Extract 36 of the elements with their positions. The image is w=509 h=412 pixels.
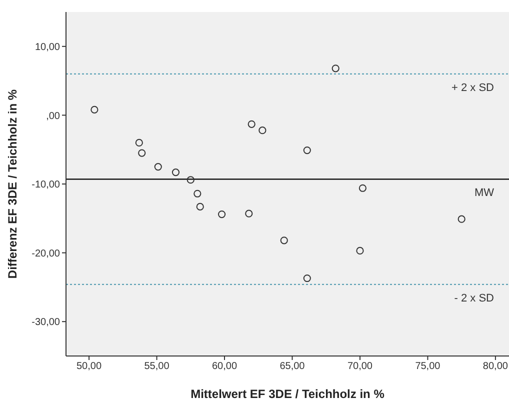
point xyxy=(258,126,266,134)
y-tick-label: ,00 xyxy=(46,110,60,122)
y-tick-label: -30,00 xyxy=(32,317,60,328)
y-tick-label: -10,00 xyxy=(32,180,60,191)
point xyxy=(358,184,366,192)
point xyxy=(356,246,364,255)
x-axis-title: Mittelwert EF 3DE / Teichholz in % xyxy=(190,387,385,401)
ref-line-label: + 2 x SD xyxy=(452,82,494,94)
point xyxy=(248,120,256,128)
y-axis-title: Differenz EF 3DE / Teichholz in % xyxy=(5,89,20,279)
x-tick-label: 70,00 xyxy=(347,361,373,372)
x-tick-label: 55,00 xyxy=(144,361,170,372)
point xyxy=(154,163,162,171)
point xyxy=(458,215,466,223)
x-tick-label: 80,00 xyxy=(482,361,508,372)
point xyxy=(218,210,226,218)
point xyxy=(186,176,194,184)
point xyxy=(196,202,204,211)
point xyxy=(332,64,340,72)
point xyxy=(135,138,143,147)
point xyxy=(303,146,311,154)
point xyxy=(138,149,146,157)
ref-line-label: MW xyxy=(474,187,495,200)
point xyxy=(194,190,202,198)
point xyxy=(172,168,180,176)
point xyxy=(245,210,253,218)
point xyxy=(303,274,311,282)
x-tick-label: 50,00 xyxy=(76,361,102,372)
x-tick-label: 65,00 xyxy=(280,361,306,372)
point xyxy=(90,106,98,114)
x-tick-label: 60,00 xyxy=(212,361,238,372)
y-tick-label: -20,00 xyxy=(32,248,60,260)
x-tick-label: 75,00 xyxy=(415,361,441,372)
ref-line-label: - 2 x SD xyxy=(454,292,494,304)
y-tick-label: 10,00 xyxy=(34,42,60,53)
point xyxy=(280,236,288,244)
